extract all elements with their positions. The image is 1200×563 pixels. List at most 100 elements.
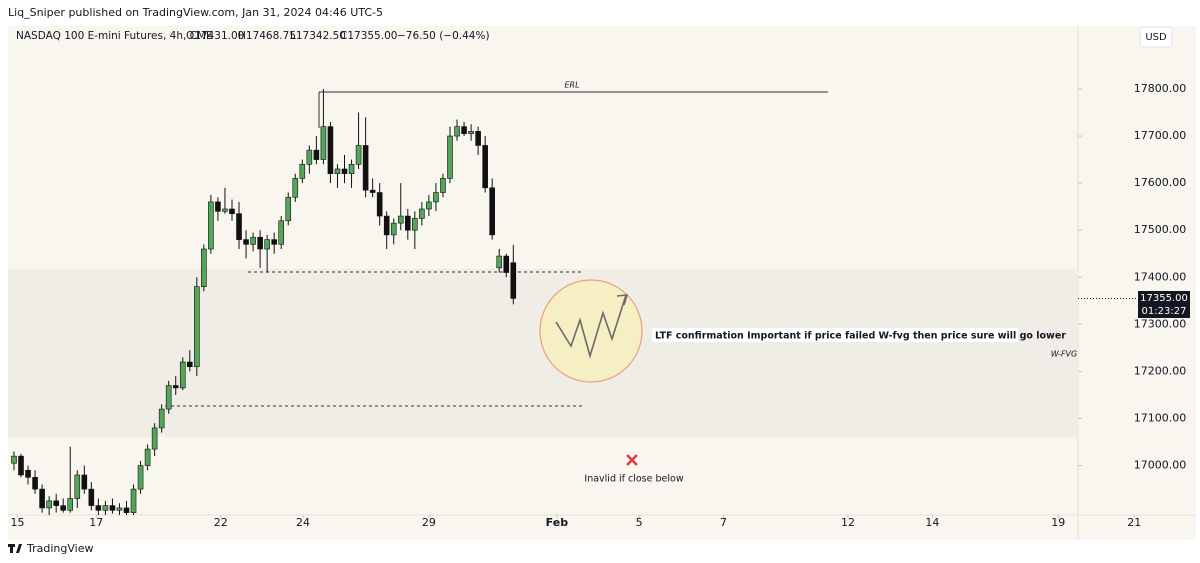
candle-body [123, 507, 130, 513]
candle-body [88, 488, 95, 506]
candle-body [327, 126, 334, 174]
scenario-path [555, 294, 627, 359]
candle-body [151, 427, 158, 450]
candle-body [130, 488, 137, 513]
candle-body [454, 126, 460, 137]
candle-body [215, 201, 221, 212]
candle-body [179, 361, 186, 389]
candle-body [496, 255, 503, 269]
candle-body [447, 135, 453, 179]
candle-body [334, 168, 341, 174]
x-tick-label: 22 [214, 516, 228, 529]
candle-body [341, 168, 348, 174]
candle-body [95, 505, 102, 511]
candle-body [194, 286, 200, 368]
currency-button[interactable] [1139, 26, 1173, 48]
candle-body [510, 262, 517, 299]
x-tick-label: 19 [1051, 516, 1065, 529]
ohlc-open: O17431.00 [186, 30, 244, 42]
candle-body [383, 215, 390, 236]
candle-body [503, 255, 510, 273]
ohlc-low: L17342.50 [290, 30, 346, 42]
candle-body [299, 163, 306, 179]
candle-body [271, 239, 277, 245]
candle-body [222, 208, 228, 212]
candle-body [376, 192, 383, 217]
candle-body [348, 163, 355, 174]
candle-body [482, 145, 488, 189]
candle-body [109, 505, 116, 511]
candle-body [102, 505, 109, 511]
x-tick-label: 14 [925, 516, 939, 529]
candle-body [306, 149, 313, 165]
candle-body [18, 455, 24, 476]
candle-body [250, 236, 256, 245]
candle-body [440, 178, 446, 193]
fvg-zone [8, 269, 1078, 437]
candle-body [81, 474, 88, 490]
x-tick-label: Feb [546, 516, 569, 529]
candle-body [461, 126, 467, 134]
candle-body [355, 145, 362, 165]
candle-body [369, 189, 376, 193]
y-tick-label: 17200.00 [1134, 364, 1187, 377]
candle-body [144, 448, 151, 466]
y-tick-label: 17800.00 [1134, 82, 1187, 95]
candle-body [32, 477, 38, 490]
candle-body [208, 201, 214, 250]
erl-label: ERL [564, 81, 579, 90]
candle-body [390, 222, 397, 236]
ohlc-high: H17468.75 [238, 30, 296, 42]
invalid-mark [626, 454, 638, 466]
ohlc-change: −76.50 (−0.44%) [397, 30, 490, 42]
x-tick-label: 15 [10, 516, 24, 529]
plot [11, 88, 517, 515]
currency[interactable]: USD [1145, 32, 1167, 43]
x-tick-label: 24 [296, 516, 310, 529]
countdown: 01:23:27 [1142, 306, 1187, 317]
candle-body [172, 385, 179, 389]
x-tick-label: 29 [422, 516, 436, 529]
candle-body [412, 218, 418, 231]
candle-body [67, 498, 74, 511]
invalid-note: Inavlid if close below [584, 474, 683, 485]
candle-body [278, 220, 285, 245]
candle-body [236, 213, 242, 240]
chart-title: NASDAQ 100 E-mini Futures, 4h, CME [16, 30, 213, 42]
x-tick-label: 12 [841, 516, 855, 529]
candle-body [264, 239, 270, 250]
footer-logo [8, 544, 22, 553]
y-tick-label: 17300.00 [1134, 317, 1187, 330]
candle-body [158, 408, 165, 429]
x-tick-label: 5 [636, 516, 643, 529]
candle-body [11, 455, 17, 464]
y-tick-label: 17700.00 [1134, 129, 1187, 142]
y-tick-label: 17500.00 [1134, 223, 1187, 236]
candle-body [116, 507, 123, 511]
y-tick-label: 17000.00 [1134, 459, 1187, 472]
candle-body [74, 474, 81, 499]
candle-body [285, 196, 292, 222]
note: LTF confirmation Important if price fail… [655, 331, 1066, 342]
candle-body [137, 465, 144, 490]
candle-body [292, 178, 299, 198]
fvg-label: W-FVG [1051, 350, 1077, 359]
candle-body [39, 488, 45, 509]
footer: TradingView [26, 542, 93, 555]
highlight-circle [539, 279, 643, 383]
note-background [652, 328, 1018, 342]
candle-body [433, 192, 439, 203]
candle-body [397, 215, 404, 224]
current-price-label: 17355.00 [1140, 293, 1188, 304]
x-tick-label: 7 [720, 516, 727, 529]
publisher: Liq_Sniper published on TradingView.com,… [8, 6, 383, 19]
candle-body [201, 248, 207, 287]
price-label-box [1138, 291, 1190, 318]
candle-body [489, 187, 495, 236]
candle-body [46, 500, 52, 509]
candle-body [313, 149, 320, 160]
candle-body [426, 201, 432, 210]
candle-body [362, 145, 369, 191]
